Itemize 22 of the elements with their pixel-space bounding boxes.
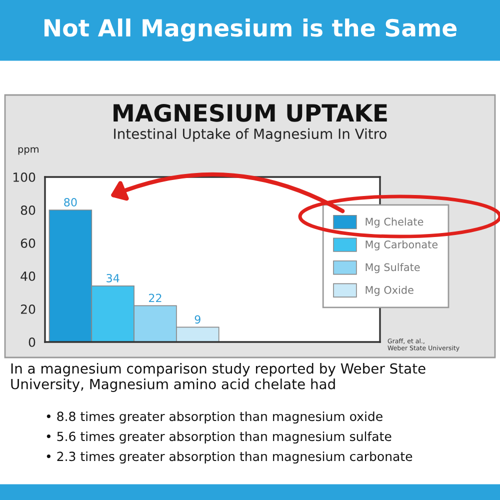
y-tick-label: 20 [20,304,36,314]
y-tick-label: 60 [20,238,36,248]
y-tick-label: 40 [20,271,36,281]
text: • 5.6 times greater absorption than magnesium sulfate [46,431,392,444]
text: • 2.3 times greater absorption than magnesium carbonate [46,451,412,464]
legend-label: Mg Carbonate [366,240,438,250]
y-tick-label: 100 [13,172,36,182]
text: Not All Magnesium is the Same [44,18,457,42]
legend-label: Mg Oxide [366,286,414,296]
y-tick-label: 0 [28,337,36,347]
data-label: 34 [106,274,120,282]
y-tick-label: 80 [20,205,36,215]
y-axis-title: ppm [18,147,38,155]
chart-subtitle: Intestinal Uptake of Magnesium In Vitro [114,128,386,142]
data-label: 80 [64,198,77,206]
data-label: 22 [149,294,162,302]
chart-title: MAGNESIUM UPTAKE [114,104,387,122]
text: In a magnesium comparison study reported by Weber State University, Magnesium amino acid chelate had [11,363,426,392]
text: • 8.8 times greater absorption than magnesium oxide [46,411,382,424]
legend-label: Mg Chelate [366,218,424,228]
data-label: 9 [194,315,200,324]
legend-label: Mg Sulfate [366,263,420,274]
